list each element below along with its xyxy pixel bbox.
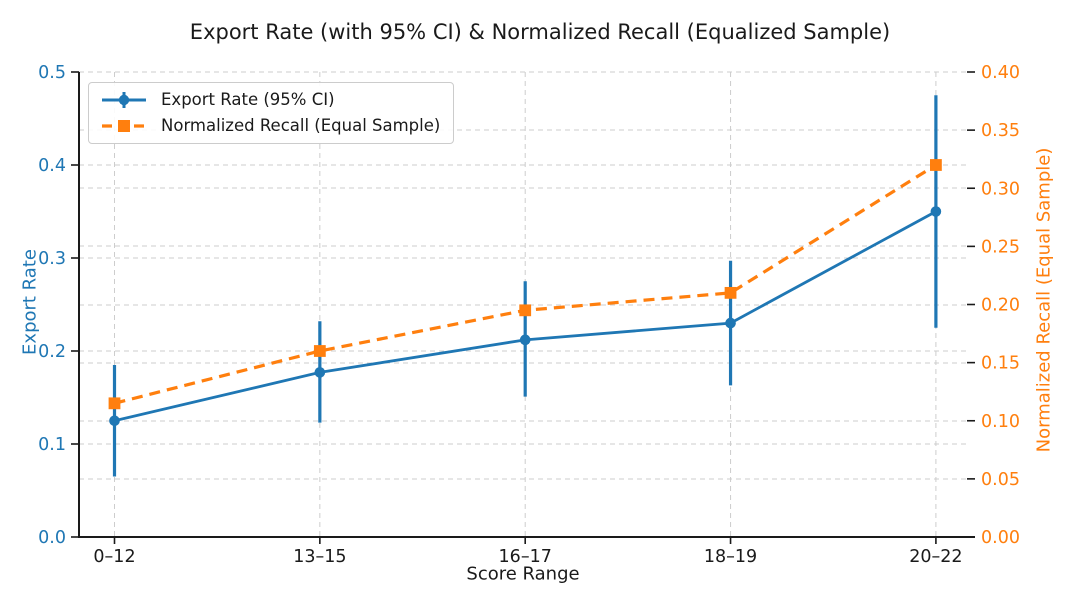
normalized-recall-point <box>930 159 942 171</box>
right-axis-tick-label: 0.35 <box>981 121 1020 141</box>
errorbar-line-marker-icon <box>102 91 146 108</box>
right-axis-tick-label: 0.05 <box>981 470 1020 490</box>
left-axis-tick-label: 0.5 <box>38 63 66 83</box>
x-axis-tick-label: 0–12 <box>93 547 135 567</box>
export-rate-point <box>930 206 942 217</box>
x-axis-tick-label: 18–19 <box>704 547 757 567</box>
right-axis-tick-label: 0.40 <box>981 63 1020 83</box>
left-axis-tick-label: 0.4 <box>38 156 66 176</box>
x-axis-tick-label: 13–15 <box>293 547 346 567</box>
right-axis-tick-label: 0.20 <box>981 296 1020 316</box>
legend-label-export-rate: Export Rate (95% CI) <box>161 90 335 109</box>
legend: Export Rate (95% CI) Normalized Recall (… <box>88 82 455 144</box>
right-axis-tick-label: 0.15 <box>981 354 1020 374</box>
export-rate-point <box>725 317 736 329</box>
right-axis-tick-label: 0.25 <box>981 237 1020 257</box>
legend-item-export-rate: Export Rate (95% CI) <box>99 88 440 111</box>
left-axis-tick-label: 0.2 <box>38 342 66 362</box>
normalized-recall-point <box>313 345 326 357</box>
normalized-recall-point <box>108 397 121 410</box>
x-axis-label: Score Range <box>466 563 580 585</box>
left-axis-tick-label: 0.3 <box>38 249 66 269</box>
right-axis-tick-label: 0.30 <box>981 179 1020 199</box>
legend-label-normalized-recall: Normalized Recall (Equal Sample) <box>161 116 441 135</box>
normalized-recall-point <box>519 304 532 317</box>
dashed-line-square-marker-icon <box>102 119 146 132</box>
x-axis-tick-label: 20–22 <box>909 547 962 567</box>
export-rate-point <box>109 415 120 427</box>
x-axis-tick-label: 16–17 <box>499 547 552 567</box>
legend-item-normalized-recall: Normalized Recall (Equal Sample) <box>99 114 440 137</box>
chart-title: Export Rate (with 95% CI) & Normalized R… <box>189 20 891 44</box>
normalized-recall-point <box>724 286 737 299</box>
left-axis-tick-label: 0.1 <box>38 435 66 455</box>
right-axis-tick-label: 0.00 <box>981 528 1020 548</box>
left-axis-tick-label: 0.0 <box>38 528 66 548</box>
export-rate-point <box>519 334 531 346</box>
export-rate-point <box>314 367 326 378</box>
right-axis-tick-label: 0.10 <box>981 412 1020 432</box>
